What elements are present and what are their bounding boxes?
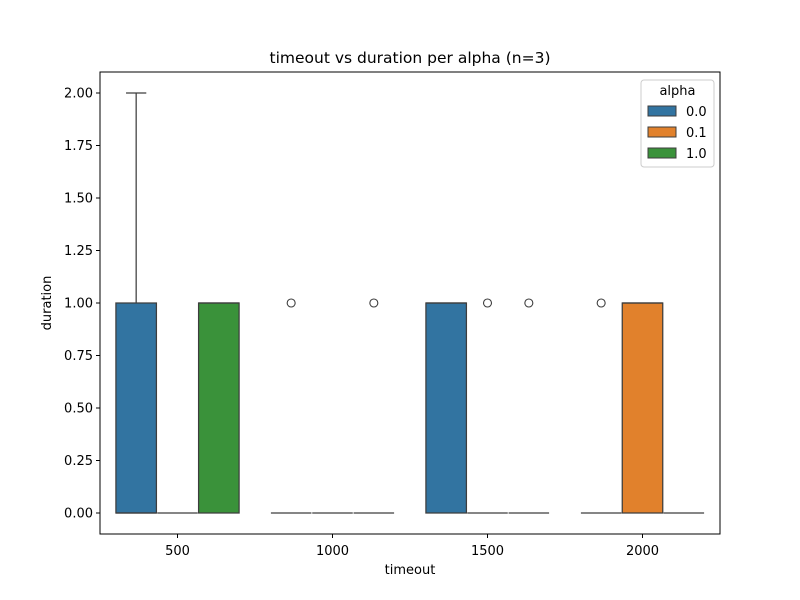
legend-frame <box>640 79 715 168</box>
outlier-point <box>596 298 606 308</box>
box-group <box>621 302 664 514</box>
x-tick-label: 2000 <box>626 544 659 559</box>
x-tick-label: 500 <box>165 544 190 559</box>
box-group <box>353 298 395 514</box>
legend-label: 1.0 <box>686 147 707 162</box>
legend-item: 0.1 <box>647 126 707 141</box>
y-tick-label: 1.00 <box>64 297 93 312</box>
y-axis-label: duration <box>40 276 55 331</box>
box-group <box>270 298 312 514</box>
box <box>197 302 240 514</box>
legend-swatch <box>647 126 677 138</box>
y-tick-label: 1.75 <box>64 139 93 154</box>
box-group <box>425 302 468 514</box>
legend-swatch <box>647 147 677 159</box>
y-tick-label: 0.25 <box>64 454 93 469</box>
x-tick-label: 1000 <box>316 544 349 559</box>
box-group <box>580 298 622 514</box>
y-tick-label: 2.00 <box>64 87 93 102</box>
legend-item: 0.0 <box>647 105 707 120</box>
legend-swatch <box>647 105 677 117</box>
y-tick-label: 0.50 <box>64 402 93 417</box>
box <box>425 302 468 514</box>
box-group <box>467 298 508 514</box>
y-tick-label: 0.75 <box>64 349 93 364</box>
outlier-point <box>524 298 534 308</box>
chart-title: timeout vs duration per alpha (n=3) <box>270 49 551 67</box>
legend-title: alpha <box>659 84 695 99</box>
outlier-point <box>482 298 493 308</box>
legend-label: 0.1 <box>686 126 707 141</box>
x-axis-label: timeout <box>385 563 436 578</box>
y-tick-label: 1.50 <box>64 192 93 207</box>
legend-item: 1.0 <box>647 147 707 162</box>
y-axis: 0.00 0.25 0.50 0.75 1.00 1.25 1.50 1.75 2.00 <box>64 87 100 522</box>
y-tick-label: 0.00 <box>64 507 93 522</box>
box-group <box>508 298 550 514</box>
box <box>621 302 664 514</box>
box-group <box>197 302 240 514</box>
legend: alpha 0.0 0.1 1.0 <box>640 79 715 168</box>
legend-label: 0.0 <box>686 105 707 120</box>
box <box>115 302 158 514</box>
outlier-point <box>286 298 296 308</box>
y-tick-label: 1.25 <box>64 244 93 259</box>
plot-area <box>115 92 705 514</box>
x-axis: 500 1000 1500 2000 <box>165 534 659 559</box>
outlier-point <box>369 298 379 308</box>
x-tick-label: 1500 <box>471 544 504 559</box>
box-group <box>115 92 158 514</box>
